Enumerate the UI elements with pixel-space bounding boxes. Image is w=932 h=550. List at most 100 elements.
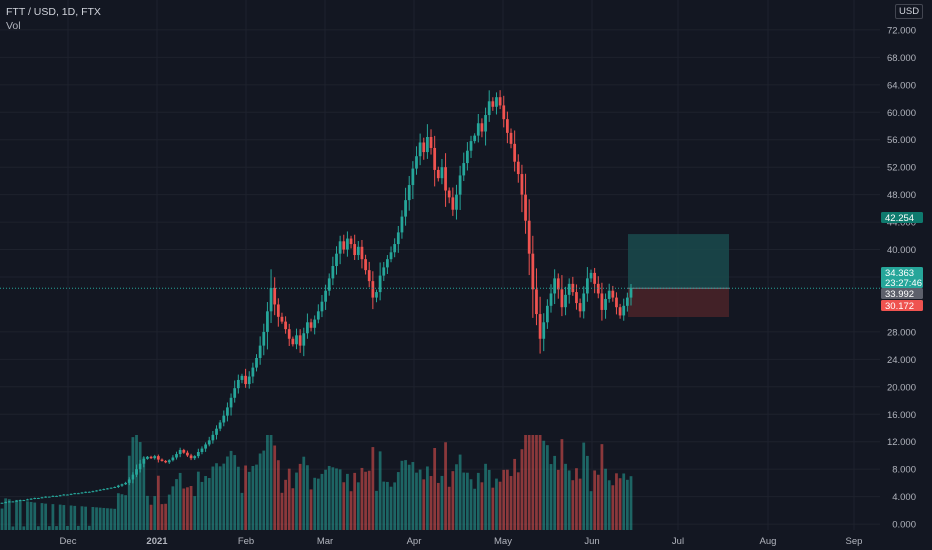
volume-bar [193,496,197,530]
candle-body [418,142,422,157]
price-tick-label: 0.000 [892,520,916,531]
candle [280,312,284,324]
volume-bar [349,491,353,530]
candle-body [44,496,48,498]
stop-zone[interactable] [628,288,729,317]
time-axis[interactable]: Dec 2021 Feb Mar Apr May Jun Jul Aug Sep [60,536,863,547]
candle [18,499,22,502]
candle-body [426,136,429,153]
price-badge-target: 42.254 [881,212,923,224]
candle [200,446,204,455]
volume-bar [204,476,207,530]
price-badge-stop: 30.172 [881,300,923,312]
volume-bar [509,476,513,530]
symbol-title[interactable]: FTT / USD, 1D, FTX [6,6,101,18]
candle-body [131,474,135,480]
candle [306,313,309,339]
candle-body [116,485,120,488]
candle [491,97,495,111]
candle-body [146,456,149,459]
candle-body [120,484,124,486]
candle-body [527,220,531,254]
position-tool[interactable] [628,234,729,317]
candle-body [160,459,164,461]
candle-body [84,491,88,493]
candle-body [600,293,604,310]
volume-bar [389,486,393,530]
price-tick-label: 52.000 [887,163,916,174]
volume-bar [545,445,549,530]
candle-body [58,495,62,497]
candle [400,210,404,239]
candle-body [331,266,335,279]
candle [175,451,178,460]
candle [531,235,535,318]
volume-bar [582,442,586,530]
volume-bar [33,502,37,530]
candle-body [113,487,117,489]
volume-bar [124,495,128,530]
candle [320,294,324,318]
volume-bar [625,479,629,530]
candle [349,235,353,249]
volume-bar [335,468,338,530]
candle-body [462,163,466,176]
candle [167,459,171,464]
candle-body [73,493,77,495]
currency-badge[interactable]: USD [895,4,924,19]
candle-body [69,493,73,495]
candle-body [629,288,633,298]
candle-body [520,174,524,195]
candle [127,477,131,486]
candle-body [15,500,18,502]
volume-bar [396,472,400,530]
price-tick-label: 16.000 [887,410,916,421]
candle [44,496,48,498]
candle [186,450,189,457]
candle [513,130,517,172]
candle-body [596,283,600,294]
candle [578,298,582,318]
candle-body [516,161,520,175]
volume-bar [502,469,506,530]
candle [495,92,498,115]
volume-bar [487,469,491,530]
candle [618,303,622,319]
volume-bar [247,471,251,530]
candle-body [0,502,4,504]
candle-body [258,345,262,358]
candle [418,133,422,166]
candle [47,496,51,498]
volume-bar [302,456,306,530]
candle [240,373,244,384]
candle [160,458,164,462]
candle-body [40,497,44,499]
volume-bar [556,469,560,530]
candle [62,493,66,496]
candle [302,327,306,357]
candle [291,336,295,347]
volume-bar [298,463,302,530]
volume-indicator-label[interactable]: Vol [6,20,21,32]
candle [15,500,18,502]
candle [207,436,211,447]
volume-bar [73,505,77,530]
candle [196,448,200,459]
candle-body [98,489,102,491]
volume-bar [106,508,109,530]
candlestick-series [0,90,633,504]
volume-bar [346,473,349,530]
target-zone[interactable] [628,234,729,289]
candle [236,374,240,394]
volume-bar [291,488,295,530]
candle-body [386,259,389,268]
candle [331,256,335,286]
candle [131,472,135,484]
candle [589,269,593,283]
candle-body [571,283,575,293]
candle-body [204,444,207,449]
candle-body [262,331,266,346]
candle-body [356,246,360,256]
volume-bar [229,450,233,530]
